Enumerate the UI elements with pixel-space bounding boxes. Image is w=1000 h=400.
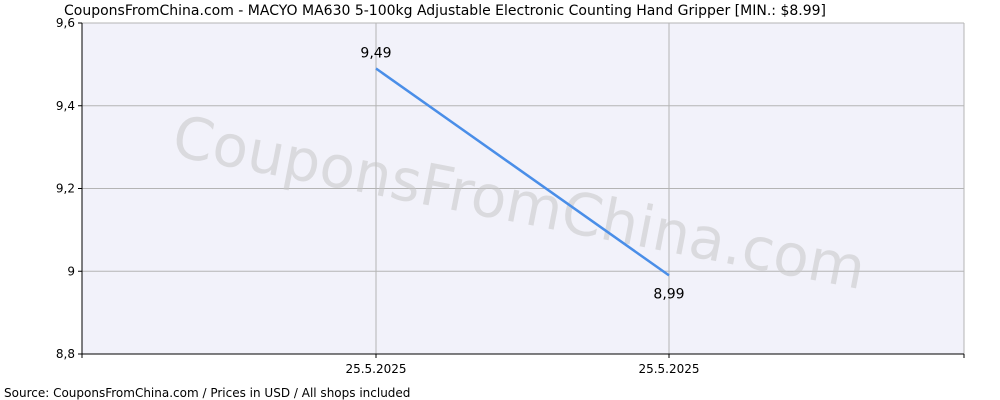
data-label: 8,99: [653, 286, 684, 302]
price-line: [375, 67, 670, 277]
price-series: [375, 67, 670, 277]
y-tick-label: 9,2: [56, 182, 75, 196]
x-tick-label: 25.5.2025: [638, 362, 699, 376]
grid-lines: [82, 22, 965, 354]
y-tick-label: 8,8: [56, 347, 75, 361]
x-tick-label: 25.5.2025: [345, 362, 406, 376]
y-tick-label: 9: [67, 264, 75, 278]
data-label: 9,49: [360, 46, 391, 62]
y-tick-label: 9,4: [56, 99, 75, 113]
chart-title: CouponsFromChina.com - MACYO MA630 5-100…: [64, 3, 826, 19]
data-labels: 9,49 8,99: [360, 46, 684, 303]
x-axis-ticks: 25.5.2025 25.5.2025: [81, 354, 965, 376]
y-tick-label: 9,6: [56, 16, 75, 30]
y-axis-ticks: 8,8 9 9,2 9,4 9,6: [56, 16, 82, 361]
source-note: Source: CouponsFromChina.com / Prices in…: [4, 386, 410, 400]
